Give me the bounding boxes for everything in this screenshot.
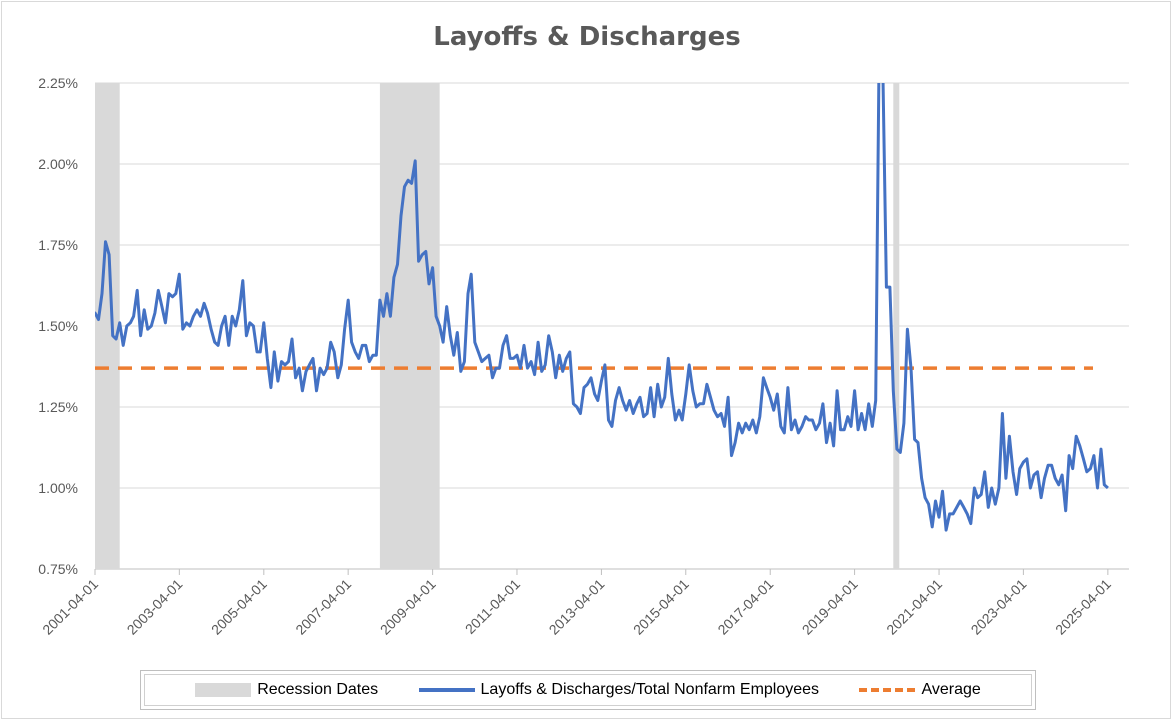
x-tick-label: 2019-04-01 — [799, 576, 861, 638]
y-tick-label: 1.50% — [38, 318, 78, 334]
recession-band — [95, 83, 120, 569]
legend-label-average: Average — [921, 681, 981, 698]
recession-band — [893, 83, 900, 569]
x-tick-label: 2021-04-01 — [883, 576, 945, 638]
legend-swatch-recession — [195, 683, 252, 697]
y-tick-label: 1.25% — [38, 399, 78, 415]
x-tick-label: 2025-04-01 — [1052, 576, 1114, 638]
x-tick-label: 2003-04-01 — [124, 576, 186, 638]
legend-item-series: Layoffs & Discharges/Total Nonfarm Emplo… — [418, 681, 820, 699]
x-tick-label: 2009-04-01 — [377, 576, 439, 638]
recession-band — [379, 83, 440, 569]
legend: Recession Dates Layoffs & Discharges/Tot… — [140, 670, 1036, 710]
x-tick-label: 2001-04-01 — [39, 576, 101, 638]
legend-item-recession: Recession Dates — [195, 681, 378, 699]
legend-swatch-series — [418, 688, 475, 692]
x-tick-label: 2017-04-01 — [714, 576, 776, 638]
x-tick-label: 2007-04-01 — [292, 576, 354, 638]
y-tick-label: 2.25% — [38, 75, 78, 91]
x-tick-label: 2013-04-01 — [546, 576, 608, 638]
legend-swatch-average — [859, 688, 916, 692]
legend-label-recession: Recession Dates — [257, 681, 379, 698]
y-tick-label: 1.75% — [38, 237, 78, 253]
x-tick-label: 2023-04-01 — [968, 576, 1030, 638]
x-tick-label: 2011-04-01 — [462, 576, 523, 637]
y-tick-label: 2.00% — [38, 156, 78, 172]
legend-item-average: Average — [859, 681, 981, 699]
series-line — [95, 83, 1109, 532]
y-tick-label: 0.75% — [38, 561, 78, 577]
x-tick-label: 2005-04-01 — [208, 576, 270, 638]
legend-label-series: Layoffs & Discharges/Total Nonfarm Emplo… — [480, 681, 820, 698]
chart-title: Layoffs & Discharges — [433, 22, 741, 52]
x-tick-label: 2015-04-01 — [630, 576, 692, 638]
y-tick-label: 1.00% — [38, 480, 78, 496]
